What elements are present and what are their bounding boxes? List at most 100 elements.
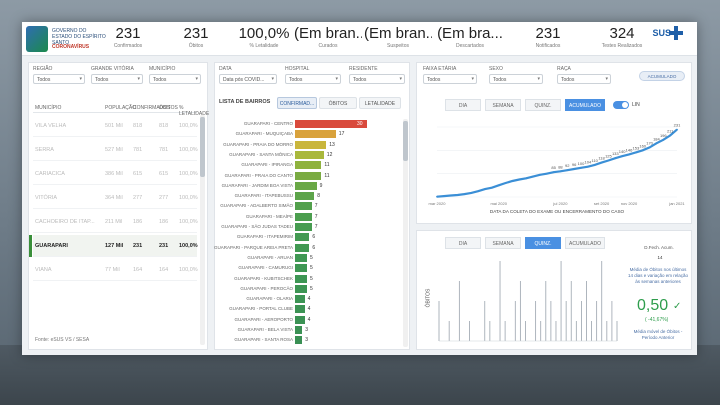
bairro-bar-row[interactable]: GUARAPARI - ARUAN 5 xyxy=(219,253,399,263)
column-header[interactable]: CONFIRMADOS xyxy=(133,105,171,111)
table-row[interactable]: SERRA 527 Mil 781 781 100,0% xyxy=(33,139,198,161)
data-point[interactable] xyxy=(436,195,438,198)
data-point[interactable] xyxy=(634,151,637,154)
tab-confirmados[interactable]: CONFIRMAD... xyxy=(277,97,317,109)
data-point[interactable] xyxy=(593,164,596,166)
data-point[interactable] xyxy=(538,173,541,176)
data-point[interactable] xyxy=(490,186,493,189)
table-row[interactable]: GUARAPARI 127 Mil 231 231 100,0% xyxy=(29,235,198,257)
filter-dropdown[interactable]: Data pós COVID... xyxy=(219,74,277,84)
data-point[interactable] xyxy=(532,175,534,178)
bairro-bar-row[interactable]: GUARAPARI - PARQUE AREIA PRETA 6 xyxy=(214,243,399,253)
bairro-bar[interactable] xyxy=(295,284,307,293)
data-point[interactable] xyxy=(545,172,548,175)
filter-data[interactable]: DATA Data pós COVID... xyxy=(219,66,277,84)
segment-semana[interactable]: SEMANA xyxy=(485,237,521,249)
bairro-bar[interactable] xyxy=(295,336,303,345)
filter-dropdown[interactable]: Todos xyxy=(91,74,143,84)
bairro-bar-row[interactable]: GUARAPARI - ADALBERTO SIMÃO 7 xyxy=(219,201,399,211)
data-point[interactable] xyxy=(573,168,576,170)
data-point[interactable] xyxy=(628,153,630,156)
bairro-bar[interactable] xyxy=(295,140,327,149)
bairro-bar-row[interactable]: GUARAPARI - KUBITSCHEK 5 xyxy=(219,274,399,284)
data-point[interactable] xyxy=(477,190,480,193)
bairro-bar[interactable] xyxy=(295,233,310,242)
data-point[interactable] xyxy=(586,165,589,168)
segment-dia[interactable]: DIA xyxy=(445,237,481,249)
bairro-bar-row[interactable]: GUARAPARI - MUQUIÇABA 17 xyxy=(219,129,399,139)
data-point[interactable] xyxy=(614,157,617,160)
acumulado-pill[interactable]: ACUMULADO xyxy=(639,71,685,81)
bairro-bar-row[interactable]: GUARAPARI - OLARIA 4 xyxy=(219,294,399,304)
data-point[interactable] xyxy=(662,138,665,141)
bairro-bar-row[interactable]: GUARAPARI - SANTA MÔNICA 12 xyxy=(219,150,399,160)
segment-quinzena[interactable]: QUINZ. xyxy=(525,99,561,111)
bairro-bar-row[interactable]: GUARAPARI - CENTRO 30 xyxy=(219,119,399,129)
segment-acumulado[interactable]: ACUMULADO xyxy=(565,237,605,249)
filter-residente[interactable]: RESIDENTE Todos xyxy=(349,66,405,84)
data-point[interactable] xyxy=(607,159,610,162)
bairro-bar[interactable] xyxy=(295,181,317,190)
data-point[interactable] xyxy=(442,195,445,198)
column-header[interactable]: ÓBITOS xyxy=(159,105,178,111)
filter-grande-vitoria[interactable]: GRANDE VITÓRIA Todos xyxy=(91,66,143,84)
filter-dropdown[interactable]: Todos xyxy=(149,74,201,84)
segment-quinzena[interactable]: QUINZ. xyxy=(525,237,561,249)
data-point[interactable] xyxy=(669,134,672,137)
bairro-bar-row[interactable]: GUARAPARI - MEAÍPE 7 xyxy=(219,212,399,222)
bairro-bar-row[interactable]: GUARAPARI - JARDIM BOA VISTA 9 xyxy=(219,181,399,191)
data-point[interactable] xyxy=(566,169,569,172)
column-header[interactable]: % LETALIDADE xyxy=(179,105,210,117)
table-row[interactable]: VILA VELHA 501 Mil 818 818 100,0% xyxy=(33,115,198,137)
filter-raca[interactable]: RAÇA Todos xyxy=(557,66,611,84)
segment-semana[interactable]: SEMANA xyxy=(485,99,521,111)
bairro-bar-row[interactable]: GUARAPARI - SÃO JUDAS TADEU 7 xyxy=(219,222,399,232)
table-row[interactable]: CARIACICA 386 Mil 615 615 100,0% xyxy=(33,163,198,185)
tab-obitos[interactable]: ÓBITOS xyxy=(319,97,357,109)
data-point[interactable] xyxy=(641,149,644,152)
bairro-bar-row[interactable]: GUARAPARI - BELA VISTA 3 xyxy=(219,325,399,335)
data-point[interactable] xyxy=(648,146,651,149)
data-point[interactable] xyxy=(676,128,678,131)
data-point[interactable] xyxy=(497,184,500,187)
bairro-bar-row[interactable]: GUARAPARI - AEROPORTO 4 xyxy=(219,315,399,325)
bairro-bar[interactable] xyxy=(295,253,307,262)
data-point[interactable] xyxy=(655,142,658,145)
segment-acumulado[interactable]: ACUMULADO xyxy=(565,99,605,111)
bairro-bar[interactable] xyxy=(295,150,324,159)
bairro-bar-row[interactable]: GUARAPARI - CAMURUGI 5 xyxy=(219,263,399,273)
column-header[interactable]: MUNICÍPIO xyxy=(35,105,62,111)
bairro-bar-row[interactable]: GUARAPARI - ITAPEMIRIM 6 xyxy=(219,232,399,242)
bairro-bar[interactable] xyxy=(295,326,303,334)
data-point[interactable] xyxy=(504,182,507,184)
data-point[interactable] xyxy=(449,194,452,197)
bairro-bar[interactable] xyxy=(295,243,310,252)
tab-letalidade[interactable]: LETALIDADE xyxy=(359,97,401,109)
column-header[interactable]: POPULAÇÃO xyxy=(105,105,137,111)
bairro-bar[interactable] xyxy=(295,171,322,180)
bairro-bar[interactable] xyxy=(295,315,305,324)
filter-faixa-etaria[interactable]: FAIXA ETÁRIA Todos xyxy=(423,66,477,84)
bairro-bar[interactable] xyxy=(295,120,367,128)
data-point[interactable] xyxy=(518,178,521,181)
bairro-bar[interactable] xyxy=(295,223,312,231)
bairro-bar[interactable] xyxy=(295,130,336,139)
filter-sexo[interactable]: SEXO Todos xyxy=(489,66,543,84)
table-row[interactable]: CACHOEIRO DE ITAP... 211 Mil 186 186 100,0% xyxy=(33,211,198,233)
data-point[interactable] xyxy=(456,194,459,196)
data-point[interactable] xyxy=(621,155,624,158)
filter-municipio[interactable]: MUNICÍPIO Todos xyxy=(149,66,201,84)
bairro-bar[interactable] xyxy=(295,192,315,201)
log-toggle[interactable] xyxy=(613,101,629,109)
data-point[interactable] xyxy=(580,166,582,169)
data-point[interactable] xyxy=(470,192,473,194)
data-point[interactable] xyxy=(525,177,528,180)
data-point[interactable] xyxy=(559,170,562,173)
bairro-bar[interactable] xyxy=(295,295,305,304)
data-point[interactable] xyxy=(552,171,555,174)
bairro-bar-row[interactable]: GUARAPARI - SANTA ROSA 3 xyxy=(219,335,399,345)
bairro-bar-row[interactable]: GUARAPARI - PRAIA DO MORRO 13 xyxy=(219,140,399,150)
table-row[interactable]: VITÓRIA 364 Mil 277 277 100,0% xyxy=(33,187,198,209)
segment-dia[interactable]: DIA xyxy=(445,99,481,111)
bairro-bar-row[interactable]: GUARAPARI - PEROCÃO 5 xyxy=(219,284,399,294)
